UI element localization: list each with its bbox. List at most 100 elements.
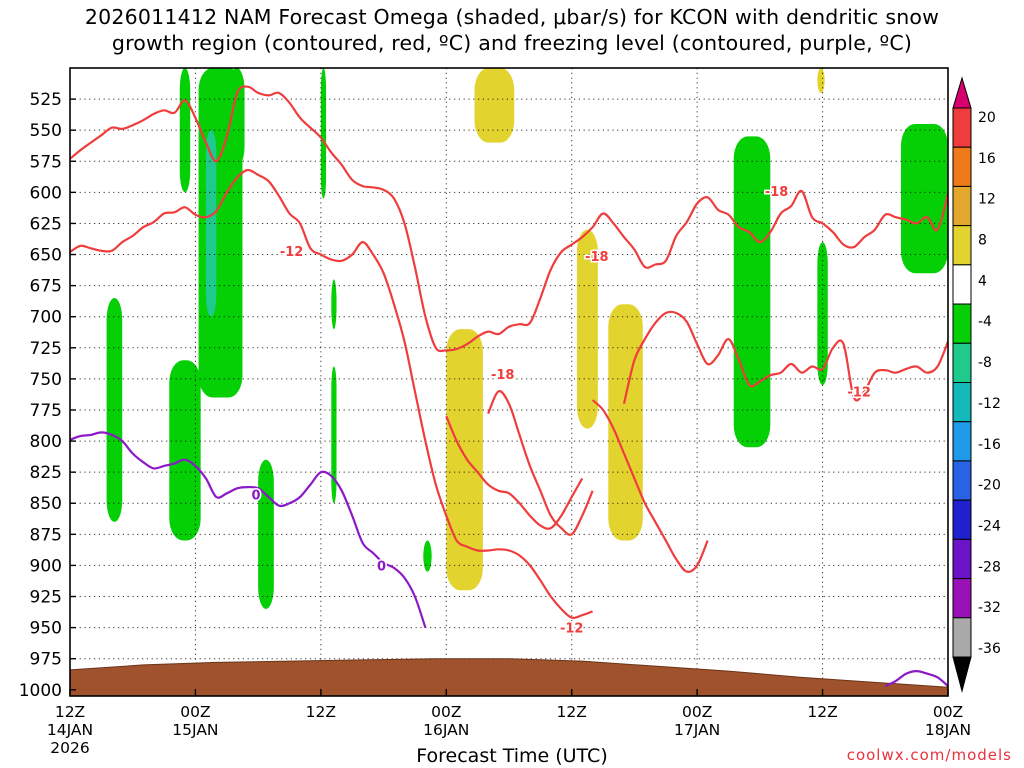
colorbar-label--28: -28 [978, 559, 1001, 575]
y-tick-label-575: 575 [30, 152, 62, 172]
omega-region-0 [106, 298, 123, 522]
omega-region-5 [228, 68, 245, 168]
colorbar-cell-1 [952, 146, 972, 187]
terrain-area [70, 658, 948, 696]
omega-region-4 [205, 130, 217, 317]
contour-2-level-18 [622, 310, 948, 405]
contour-label-2: -18 [765, 185, 789, 200]
x-tick-year-0: 2026 [50, 739, 89, 757]
contour-label-1: -18 [585, 250, 609, 265]
omega-region-2 [179, 68, 191, 193]
colorbar-label--8: -8 [978, 355, 992, 371]
y-tick-label-750: 750 [30, 370, 62, 390]
y-tick-label-600: 600 [30, 183, 62, 203]
contour-label-0: -12 [280, 245, 304, 260]
y-tick-label-825: 825 [30, 463, 62, 483]
colorbar-cell-4 [952, 264, 972, 305]
colorbar-cell-13 [952, 617, 972, 658]
colorbar-label--24: -24 [978, 518, 1001, 534]
contour-lines [70, 85, 948, 688]
colorbar: 20 16 12 8 4 -4 -8 -12 -16 -20 -24 -28 -32 -36 [952, 76, 1001, 693]
x-tick-time-48: 12Z [557, 703, 587, 721]
colorbar-cell-11 [952, 538, 972, 580]
y-tick-label-625: 625 [30, 214, 62, 234]
colorbar-cell-10 [952, 499, 972, 540]
omega-region-15 [733, 136, 771, 448]
contour-label-5: -12 [560, 622, 584, 637]
x-tick-time-0: 12Z [55, 703, 85, 721]
contour-labels: -12 -18 -18 -18 -12 -12 0 0 [250, 184, 872, 638]
omega-region-1 [169, 360, 201, 541]
colorbar-bottom-triangle [952, 656, 972, 693]
terrain-fill [70, 658, 948, 696]
colorbar-label-12: 12 [978, 192, 996, 208]
omega-region-13 [576, 229, 598, 429]
y-axis-ticks: 525 550 575 600 625 650 675 700 725 750 775 800 825 8… [19, 90, 76, 701]
x-tick-time-84: 00Z [933, 703, 963, 721]
omega-shading [106, 68, 948, 609]
contour-1-level-18 [70, 85, 948, 353]
x-tick-date-60: 17JAN [674, 721, 720, 739]
contour-6-level0 [70, 431, 427, 628]
x-tick-date-12: 15JAN [172, 721, 218, 739]
x-tick-time-12: 00Z [180, 703, 210, 721]
colorbar-label--16: -16 [978, 437, 1001, 453]
y-tick-label-1000: 1000 [19, 681, 62, 701]
x-tick-date-36: 16JAN [423, 721, 469, 739]
colorbar-label-16: 16 [978, 151, 996, 167]
y-tick-label-800: 800 [30, 432, 62, 452]
y-tick-label-700: 700 [30, 308, 62, 328]
omega-region-10 [423, 540, 432, 572]
colorbar-top-triangle [952, 76, 972, 109]
chart-title-line2: growth region (contoured, red, ºC) and f… [111, 31, 913, 55]
y-tick-label-875: 875 [30, 525, 62, 545]
x-tick-time-72: 12Z [807, 703, 837, 721]
contour-4-level-18 [445, 415, 584, 530]
colorbar-cell-2 [952, 185, 972, 227]
chart-title: 2026011412 NAM Forecast Omega (shaded, μ… [0, 4, 1024, 56]
omega-region-7 [320, 68, 327, 199]
y-tick-label-550: 550 [30, 121, 62, 141]
colorbar-label--20: -20 [978, 478, 1001, 494]
x-tick-date-0: 14JAN [47, 721, 93, 739]
omega-region-14 [608, 304, 643, 541]
y-tick-label-975: 975 [30, 650, 62, 670]
colorbar-cell-8 [952, 421, 972, 462]
colorbar-cell-9 [952, 460, 972, 501]
colorbar-cell-6 [952, 342, 972, 383]
colorbar-label-8: 8 [978, 233, 987, 249]
colorbar-cell-3 [952, 225, 972, 266]
omega-region-9 [331, 366, 337, 504]
plot-frame [69, 67, 949, 697]
x-tick-date-84: 18JAN [925, 721, 971, 739]
contour-7-level0 [884, 670, 948, 688]
x-tick-time-36: 00Z [431, 703, 461, 721]
y-tick-label-525: 525 [30, 90, 62, 110]
y-tick-label-925: 925 [30, 588, 62, 608]
x-tick-time-24: 12Z [306, 703, 336, 721]
colorbar-label--32: -32 [978, 600, 1001, 616]
colorbar-cell-12 [952, 578, 972, 619]
colorbar-label-4: 4 [978, 273, 987, 289]
chart-title-line1: 2026011412 NAM Forecast Omega (shaded, μ… [84, 5, 940, 29]
colorbar-label--4: -4 [978, 314, 992, 330]
y-tick-label-725: 725 [30, 339, 62, 359]
colorbar-label--36: -36 [978, 641, 1001, 657]
y-tick-label-950: 950 [30, 619, 62, 639]
omega-region-8 [331, 279, 337, 330]
colorbar-cell-7 [952, 382, 972, 423]
contour-5-level-18 [591, 399, 709, 573]
colorbar-cell-0 [952, 107, 972, 148]
colorbar-label-20: 20 [978, 110, 996, 126]
contour-0-level-12 [70, 168, 594, 620]
contour-label-7: 0 [377, 559, 386, 574]
omega-region-12 [446, 329, 483, 591]
contour-label-6: 0 [252, 489, 261, 504]
y-tick-label-650: 650 [30, 246, 62, 266]
contour-3-level-18 [487, 389, 594, 536]
omega-region-11 [474, 68, 515, 143]
y-tick-label-675: 675 [30, 277, 62, 297]
y-tick-label-850: 850 [30, 494, 62, 514]
